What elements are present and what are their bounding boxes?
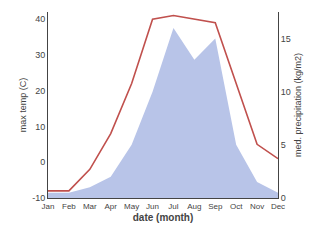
- svg-text:10: 10: [35, 122, 45, 132]
- svg-text:Jun: Jun: [146, 202, 159, 211]
- svg-text:med. precipitation (kg/m2): med. precipitation (kg/m2): [293, 53, 303, 157]
- svg-text:5: 5: [281, 140, 286, 150]
- svg-text:0: 0: [40, 157, 45, 167]
- svg-text:May: May: [124, 202, 139, 211]
- svg-text:20: 20: [35, 86, 45, 96]
- svg-text:Apr: Apr: [105, 202, 118, 211]
- svg-text:-10: -10: [32, 193, 45, 203]
- svg-text:date (month): date (month): [133, 212, 194, 223]
- svg-text:Oct: Oct: [230, 202, 243, 211]
- svg-text:Sep: Sep: [208, 202, 223, 211]
- svg-text:15: 15: [281, 34, 291, 44]
- svg-text:0: 0: [281, 193, 286, 203]
- svg-text:max temp (C): max temp (C): [18, 78, 28, 133]
- svg-text:Dec: Dec: [271, 202, 285, 211]
- svg-text:Mar: Mar: [83, 202, 97, 211]
- svg-text:Aug: Aug: [187, 202, 201, 211]
- svg-text:Jul: Jul: [168, 202, 178, 211]
- svg-text:10: 10: [281, 87, 291, 97]
- svg-text:30: 30: [35, 50, 45, 60]
- svg-text:Nov: Nov: [250, 202, 264, 211]
- svg-text:Jan: Jan: [42, 202, 55, 211]
- svg-text:40: 40: [35, 14, 45, 24]
- svg-text:Feb: Feb: [62, 202, 76, 211]
